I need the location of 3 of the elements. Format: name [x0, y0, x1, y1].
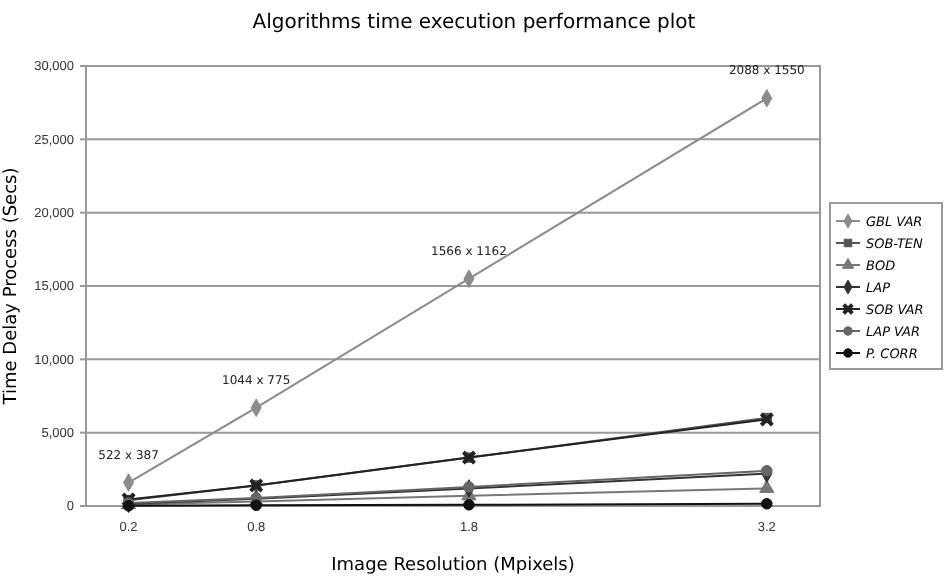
y-axis-title: Time Delay Process (Secs) — [2, 167, 22, 407]
chart-title: Algorithms time execution performance plot — [252, 12, 696, 34]
x-axis-title: Image Resolution (Mpixels) — [331, 556, 575, 576]
